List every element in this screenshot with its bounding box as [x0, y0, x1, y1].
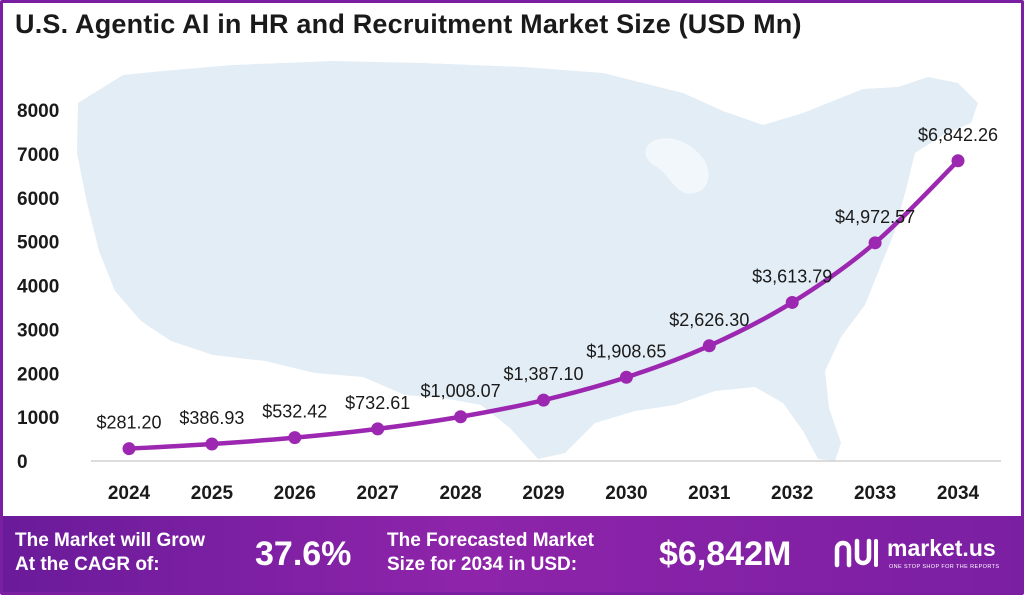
- x-tick-label: 2034: [937, 483, 980, 504]
- x-tick-label: 2029: [522, 483, 564, 504]
- y-tick-label: 5000: [17, 233, 59, 254]
- data-label: $386.93: [179, 408, 244, 428]
- data-point: [702, 339, 716, 353]
- x-tick-label: 2024: [108, 483, 151, 504]
- data-label: $532.42: [262, 402, 327, 422]
- data-point: [868, 236, 882, 250]
- data-point: [537, 393, 550, 407]
- x-tick-label: 2025: [191, 483, 234, 504]
- data-point: [951, 154, 965, 168]
- data-label: $4,972.57: [835, 207, 915, 227]
- x-tick-label: 2032: [771, 483, 813, 504]
- x-tick-label: 2031: [688, 483, 731, 504]
- y-tick-label: 0: [17, 452, 28, 473]
- data-label: $2,626.30: [669, 310, 749, 330]
- y-tick-label: 6000: [17, 189, 59, 210]
- data-label: $1,008.07: [421, 381, 501, 401]
- x-tick-label: 2028: [439, 483, 481, 504]
- line-chart: 0 1000 2000 3000 4000 5000 6000 7000 8000 2024 20…: [17, 61, 1001, 504]
- cagr-value: 37.6%: [255, 535, 352, 573]
- y-tick-label: 3000: [17, 320, 59, 341]
- y-tick-label: 8000: [17, 101, 59, 122]
- data-point: [122, 442, 136, 456]
- forecast-label: The Forecasted Market Size for 2034 in U…: [387, 530, 594, 575]
- data-point: [288, 431, 302, 445]
- forecast-value: $6,842M: [659, 535, 792, 573]
- data-point: [619, 370, 633, 384]
- x-tick-label: 2030: [605, 483, 647, 504]
- cagr-label: The Market will Grow At the CAGR of:: [15, 530, 206, 575]
- data-point: [454, 410, 468, 424]
- data-label: $732.61: [345, 393, 410, 413]
- chart-title: U.S. Agentic AI in HR and Recruitment Ma…: [15, 9, 802, 39]
- data-point: [371, 422, 385, 436]
- data-point: [785, 295, 799, 309]
- summary-banner: The Market will Grow At the CAGR of: 37.…: [3, 516, 1021, 592]
- y-tick-label: 1000: [17, 408, 59, 429]
- great-lakes: [645, 138, 709, 194]
- data-label: $6,842.26: [918, 125, 998, 145]
- data-label: $1,908.65: [586, 341, 666, 361]
- x-tick-label: 2026: [274, 483, 316, 504]
- y-tick-label: 2000: [17, 364, 59, 385]
- data-point: [205, 437, 219, 451]
- data-label: $1,387.10: [503, 364, 583, 384]
- us-map-silhouette: [77, 61, 978, 461]
- x-tick-label: 2027: [357, 483, 399, 504]
- y-tick-label: 4000: [17, 277, 59, 298]
- x-tick-label: 2033: [854, 483, 896, 504]
- data-label: $3,613.79: [752, 266, 832, 286]
- brand-tagline: ONE STOP SHOP FOR THE REPORTS: [889, 564, 1000, 570]
- brand-logo-block[interactable]: market.us ONE STOP SHOP FOR THE REPORTS: [833, 535, 1018, 575]
- data-label: $281.20: [96, 413, 161, 433]
- market-us-logo-icon: [834, 538, 878, 568]
- brand-name: market.us: [887, 535, 996, 561]
- y-tick-label: 7000: [17, 145, 59, 166]
